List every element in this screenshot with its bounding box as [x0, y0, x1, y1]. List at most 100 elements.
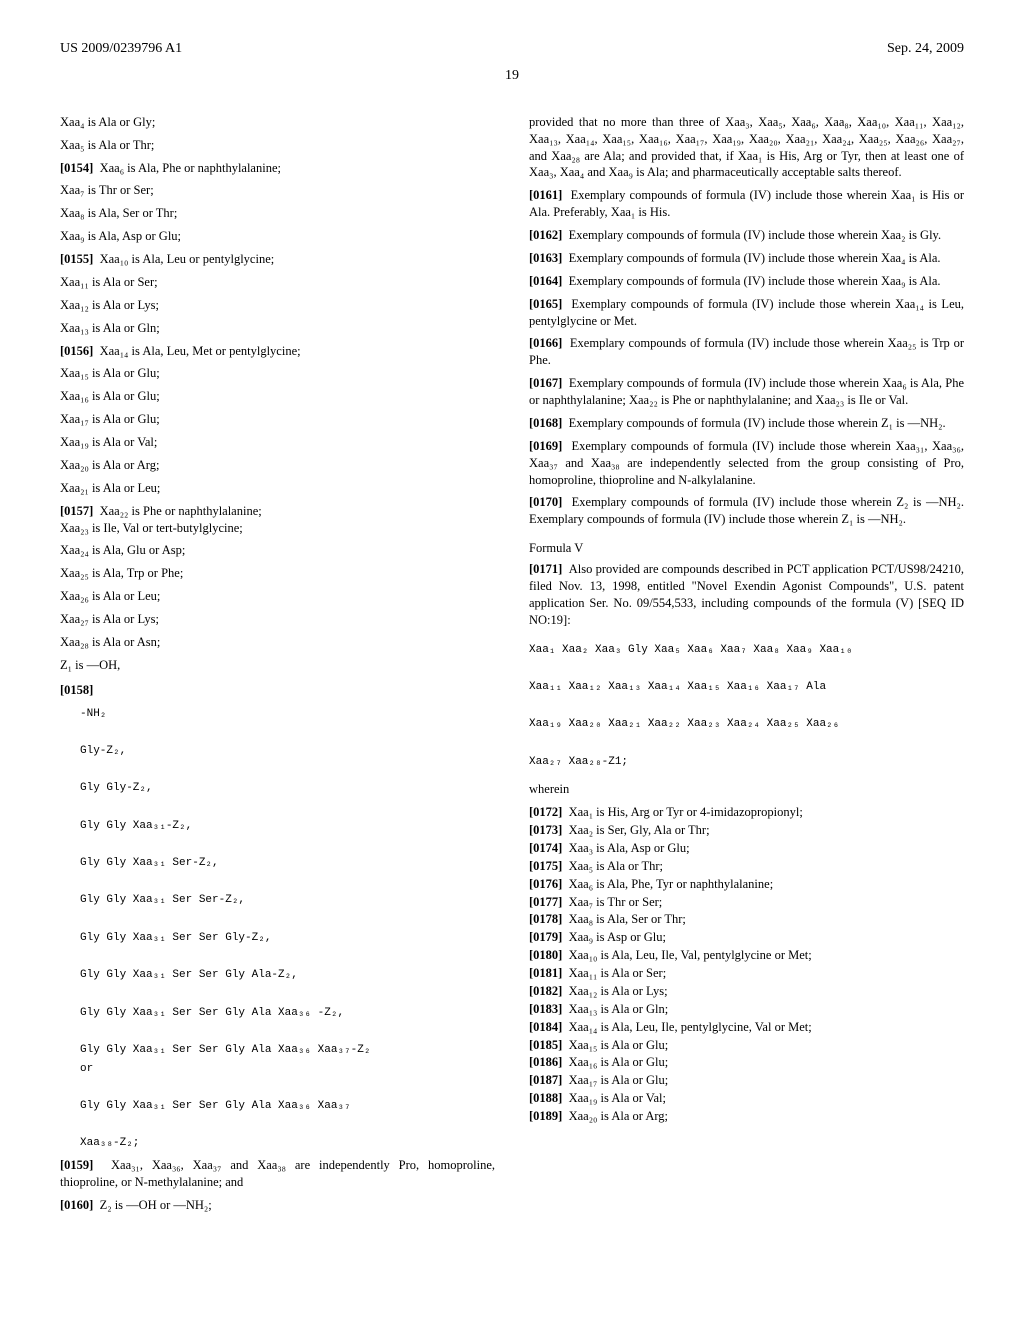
para-num: [0161]	[529, 188, 562, 202]
para-0169: [0169] Exemplary compounds of formula (I…	[529, 438, 964, 489]
para-num: [0188]	[529, 1091, 562, 1105]
def-line: [0172] Xaa₁ is His, Arg or Tyr or 4-imid…	[529, 804, 964, 821]
page-number: 19	[60, 67, 964, 86]
para-num: [0157]	[60, 504, 93, 518]
para-num: [0154]	[60, 161, 93, 175]
def-text: Xaa₁₅ is Ala or Glu;	[562, 1038, 668, 1052]
para-0156: [0156] Xaa₁₄ is Ala, Leu, Met or pentylg…	[60, 343, 495, 360]
def-text: Xaa₁₀ is Ala, Leu, Ile, Val, pentylglyci…	[562, 948, 811, 962]
para-0157: [0157] Xaa₂₂ is Phe or naphthylalanine;	[60, 503, 495, 520]
def-text: Xaa₂ is Ser, Gly, Ala or Thr;	[562, 823, 709, 837]
para-num: [0163]	[529, 251, 562, 265]
para-num: [0156]	[60, 344, 93, 358]
def-line: Xaa₉ is Ala, Asp or Glu;	[60, 228, 495, 245]
def-line: Xaa₁₅ is Ala or Glu;	[60, 365, 495, 382]
para-num: [0184]	[529, 1020, 562, 1034]
def-text: Xaa₅ is Ala or Thr;	[562, 859, 663, 873]
def-line: Xaa₂₁ is Ala or Leu;	[60, 480, 495, 497]
def-line: [0176] Xaa₆ is Ala, Phe, Tyr or naphthyl…	[529, 876, 964, 893]
para-num: [0164]	[529, 274, 562, 288]
para-0154: [0154] Xaa₆ is Ala, Phe or naphthylalani…	[60, 160, 495, 177]
def-line: Xaa₂₆ is Ala or Leu;	[60, 588, 495, 605]
def-text: Xaa₁ is His, Arg or Tyr or 4-imidazoprop…	[562, 805, 803, 819]
def-text: Xaa₁₂ is Ala or Lys;	[562, 984, 667, 998]
para-num: [0181]	[529, 966, 562, 980]
page-header: US 2009/0239796 A1 Sep. 24, 2009	[60, 40, 964, 59]
def-text: Xaa₇ is Thr or Ser;	[562, 895, 662, 909]
def-line: Xaa₂₀ is Ala or Arg;	[60, 457, 495, 474]
def-line: [0185] Xaa₁₅ is Ala or Glu;	[529, 1037, 964, 1054]
def-line: Xaa₁₆ is Ala or Glu;	[60, 388, 495, 405]
right-column: provided that no more than three of Xaa₃…	[529, 114, 964, 1220]
def-line: Xaa₂₃ is Ile, Val or tert-butylglycine;	[60, 520, 495, 537]
def-text: Xaa₁₇ is Ala or Glu;	[562, 1073, 668, 1087]
para-num: [0182]	[529, 984, 562, 998]
def-line: [0189] Xaa₂₀ is Ala or Arg;	[529, 1108, 964, 1125]
para-0170: [0170] Exemplary compounds of formula (I…	[529, 494, 964, 528]
def-line: [0178] Xaa₈ is Ala, Ser or Thr;	[529, 911, 964, 928]
def-line: Z₁ is —OH,	[60, 657, 495, 674]
para-num: [0159]	[60, 1158, 93, 1172]
para-0164: [0164] Exemplary compounds of formula (I…	[529, 273, 964, 290]
para-num: [0170]	[529, 495, 562, 509]
def-line: [0184] Xaa₁₄ is Ala, Leu, Ile, pentylgly…	[529, 1019, 964, 1036]
para-num: [0189]	[529, 1109, 562, 1123]
para-0165: [0165] Exemplary compounds of formula (I…	[529, 296, 964, 330]
para-num: [0160]	[60, 1198, 93, 1212]
def-line: Xaa₁₉ is Ala or Val;	[60, 434, 495, 451]
def-line: Xaa₂₈ is Ala or Asn;	[60, 634, 495, 651]
para-num: [0173]	[529, 823, 562, 837]
def-line: [0180] Xaa₁₀ is Ala, Leu, Ile, Val, pent…	[529, 947, 964, 964]
para-num: [0185]	[529, 1038, 562, 1052]
def-line: Xaa₁₁ is Ala or Ser;	[60, 274, 495, 291]
para-num: [0186]	[529, 1055, 562, 1069]
left-column: Xaa₄ is Ala or Gly; Xaa₅ is Ala or Thr; …	[60, 114, 495, 1220]
para-num: [0180]	[529, 948, 562, 962]
def-line: Xaa₄ is Ala or Gly;	[60, 114, 495, 131]
def-text: Xaa₁₆ is Ala or Glu;	[562, 1055, 668, 1069]
content-columns: Xaa₄ is Ala or Gly; Xaa₅ is Ala or Thr; …	[60, 114, 964, 1220]
para-0155: [0155] Xaa₁₀ is Ala, Leu or pentylglycin…	[60, 251, 495, 268]
para-0171: [0171] Also provided are compounds descr…	[529, 561, 964, 629]
def-text: Xaa₁₄ is Ala, Leu, Ile, pentylglycine, V…	[562, 1020, 811, 1034]
para-num: [0178]	[529, 912, 562, 926]
para-0162: [0162] Exemplary compounds of formula (I…	[529, 227, 964, 244]
def-line: [0183] Xaa₁₃ is Ala or Gln;	[529, 1001, 964, 1018]
para-num: [0183]	[529, 1002, 562, 1016]
para-0168: [0168] Exemplary compounds of formula (I…	[529, 415, 964, 432]
para-num: [0162]	[529, 228, 562, 242]
sequence-block: -NH₂ Gly-Z₂, Gly Gly-Z₂, Gly Gly Xaa₃₁-Z…	[80, 705, 495, 1154]
para-num: [0179]	[529, 930, 562, 944]
def-text: Xaa₆ is Ala, Phe, Tyr or naphthylalanine…	[562, 877, 773, 891]
def-line: Xaa₈ is Ala, Ser or Thr;	[60, 205, 495, 222]
para-num: [0175]	[529, 859, 562, 873]
para-num: [0169]	[529, 439, 562, 453]
para-num: [0166]	[529, 336, 562, 350]
def-line: [0181] Xaa₁₁ is Ala or Ser;	[529, 965, 964, 982]
def-text: Xaa₉ is Asp or Glu;	[562, 930, 666, 944]
def-line: Xaa₂₄ is Ala, Glu or Asp;	[60, 542, 495, 559]
def-line: [0186] Xaa₁₆ is Ala or Glu;	[529, 1054, 964, 1071]
def-text: Xaa₈ is Ala, Ser or Thr;	[562, 912, 686, 926]
def-line: [0173] Xaa₂ is Ser, Gly, Ala or Thr;	[529, 822, 964, 839]
para-num: [0177]	[529, 895, 562, 909]
para-num: [0176]	[529, 877, 562, 891]
para-0160: [0160] Z₂ is —OH or —NH₂;	[60, 1197, 495, 1214]
def-line: [0188] Xaa₁₉ is Ala or Val;	[529, 1090, 964, 1107]
para-0161: [0161] Exemplary compounds of formula (I…	[529, 187, 964, 221]
para-num: [0165]	[529, 297, 562, 311]
intro-text: provided that no more than three of Xaa₃…	[529, 114, 964, 182]
def-line: Xaa₇ is Thr or Ser;	[60, 182, 495, 199]
para-num: [0167]	[529, 376, 562, 390]
def-line: Xaa₂₅ is Ala, Trp or Phe;	[60, 565, 495, 582]
para-num: [0187]	[529, 1073, 562, 1087]
def-line: [0182] Xaa₁₂ is Ala or Lys;	[529, 983, 964, 1000]
para-0167: [0167] Exemplary compounds of formula (I…	[529, 375, 964, 409]
para-num: [0172]	[529, 805, 562, 819]
def-text: Xaa₁₃ is Ala or Gln;	[562, 1002, 668, 1016]
def-text: Xaa₂₀ is Ala or Arg;	[562, 1109, 668, 1123]
para-num: [0171]	[529, 562, 562, 576]
def-text: Xaa₃ is Ala, Asp or Glu;	[562, 841, 689, 855]
def-line: Xaa₁₂ is Ala or Lys;	[60, 297, 495, 314]
doc-date: Sep. 24, 2009	[887, 40, 964, 59]
